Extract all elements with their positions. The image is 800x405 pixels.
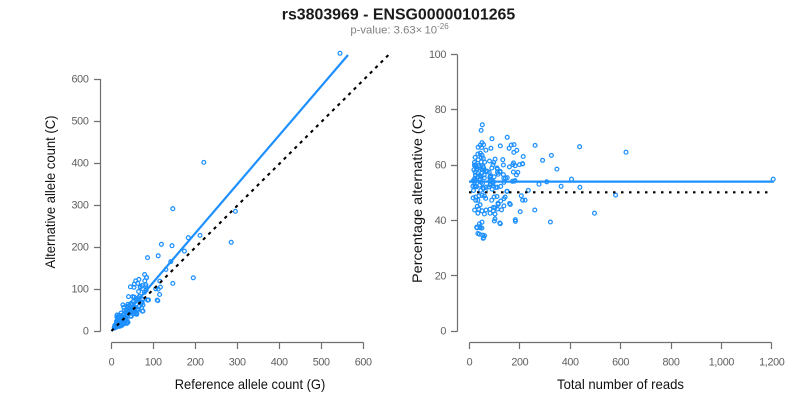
svg-text:Alternative allele count (C): Alternative allele count (C) bbox=[42, 116, 58, 269]
svg-text:Total number of reads: Total number of reads bbox=[557, 376, 684, 392]
svg-text:20: 20 bbox=[435, 270, 447, 282]
svg-text:300: 300 bbox=[72, 200, 89, 212]
svg-text:60: 60 bbox=[435, 160, 447, 172]
svg-text:500: 500 bbox=[313, 356, 330, 368]
svg-text:600: 600 bbox=[72, 74, 89, 86]
svg-text:1,200: 1,200 bbox=[759, 356, 785, 368]
svg-text:400: 400 bbox=[271, 356, 288, 368]
svg-text:400: 400 bbox=[562, 356, 579, 368]
svg-text:80: 80 bbox=[435, 104, 447, 116]
svg-text:600: 600 bbox=[612, 356, 629, 368]
svg-text:500: 500 bbox=[72, 116, 89, 128]
svg-text:40: 40 bbox=[435, 215, 447, 227]
svg-text:p-value: 3.63× 10-26: p-value: 3.63× 10-26 bbox=[350, 22, 449, 37]
svg-text:0: 0 bbox=[109, 356, 115, 368]
svg-text:0: 0 bbox=[83, 326, 89, 338]
svg-text:400: 400 bbox=[72, 158, 89, 170]
svg-text:600: 600 bbox=[355, 356, 372, 368]
svg-text:200: 200 bbox=[72, 242, 89, 254]
svg-text:100: 100 bbox=[72, 284, 89, 296]
svg-text:0: 0 bbox=[440, 326, 446, 338]
svg-text:1,000: 1,000 bbox=[709, 356, 735, 368]
svg-text:200: 200 bbox=[511, 356, 528, 368]
svg-text:800: 800 bbox=[663, 356, 680, 368]
svg-text:100: 100 bbox=[429, 49, 446, 61]
svg-text:200: 200 bbox=[187, 356, 204, 368]
svg-text:Reference allele count (G): Reference allele count (G) bbox=[175, 376, 326, 392]
svg-text:100: 100 bbox=[145, 356, 162, 368]
svg-text:Percentage alternative (C): Percentage alternative (C) bbox=[409, 114, 425, 283]
svg-text:0: 0 bbox=[467, 356, 473, 368]
svg-text:300: 300 bbox=[229, 356, 246, 368]
svg-text:rs3803969 - ENSG00000101265: rs3803969 - ENSG00000101265 bbox=[282, 7, 516, 24]
